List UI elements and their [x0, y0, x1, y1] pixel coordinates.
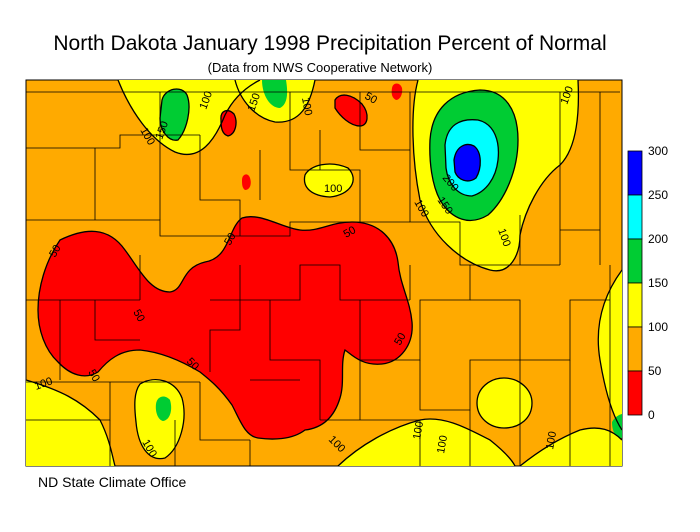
contour-label: 100	[198, 90, 216, 111]
red-region-central	[38, 216, 413, 440]
contour-label: 50	[342, 224, 359, 241]
yellow-region-small-north	[304, 164, 354, 197]
legend-label-300: 300	[648, 144, 669, 158]
green-region-nw	[160, 88, 189, 141]
contour-label: 150	[154, 120, 172, 141]
legend-colorbar	[627, 150, 643, 416]
legend-label-200: 200	[648, 232, 669, 246]
contour-label: 100	[33, 375, 54, 393]
red-region-n3	[335, 95, 368, 126]
county-boundaries	[26, 91, 620, 466]
contour-label: 50	[363, 90, 380, 107]
contour-label: 50	[392, 331, 409, 348]
legend-swatch-150-200	[627, 238, 643, 284]
contour-label: 100	[435, 434, 450, 454]
legend-label-150: 150	[648, 276, 669, 290]
contour-label: 100	[324, 183, 342, 195]
legend-swatch-50-100	[627, 326, 643, 372]
legend-swatch-200-250	[627, 194, 643, 240]
legend-label-0: 0	[648, 408, 655, 422]
red-regions	[38, 83, 413, 440]
red-region-n2	[242, 174, 251, 190]
map-subtitle: (Data from NWS Cooperative Network)	[207, 60, 433, 75]
green-region-north	[262, 80, 288, 108]
contour-label: 100	[495, 227, 513, 248]
contour-label: 100	[299, 96, 314, 116]
blue-region	[454, 144, 481, 181]
legend-swatch-100-150	[627, 282, 643, 328]
legend-label-100: 100	[648, 320, 669, 334]
contour-label: 50	[130, 308, 147, 325]
contour-label: 150	[246, 92, 264, 113]
legend-swatch-0-50	[627, 370, 643, 416]
source-credit: ND State Climate Office	[38, 474, 187, 490]
yellow-region-southwest-2	[134, 379, 185, 459]
contour-label: 100	[559, 85, 577, 106]
yellow-region-southwest	[26, 380, 115, 466]
contour-label: 50	[222, 231, 239, 248]
green-region-sw	[155, 396, 172, 421]
map-title: North Dakota January 1998 Precipitation …	[53, 32, 607, 55]
contour-label: 50	[47, 243, 64, 260]
contour-label: 100	[544, 430, 559, 450]
legend-swatch-250-300	[627, 150, 643, 196]
contour-label: 50	[85, 368, 102, 385]
legend-label-50: 50	[648, 364, 662, 378]
green-region-se-edge	[612, 414, 622, 438]
legend-label-250: 250	[648, 188, 669, 202]
contour-label: 100	[411, 420, 426, 440]
yellow-region-southeast	[520, 428, 622, 466]
yellow-region-south-circle	[477, 378, 532, 428]
contour-lines	[25, 79, 623, 467]
